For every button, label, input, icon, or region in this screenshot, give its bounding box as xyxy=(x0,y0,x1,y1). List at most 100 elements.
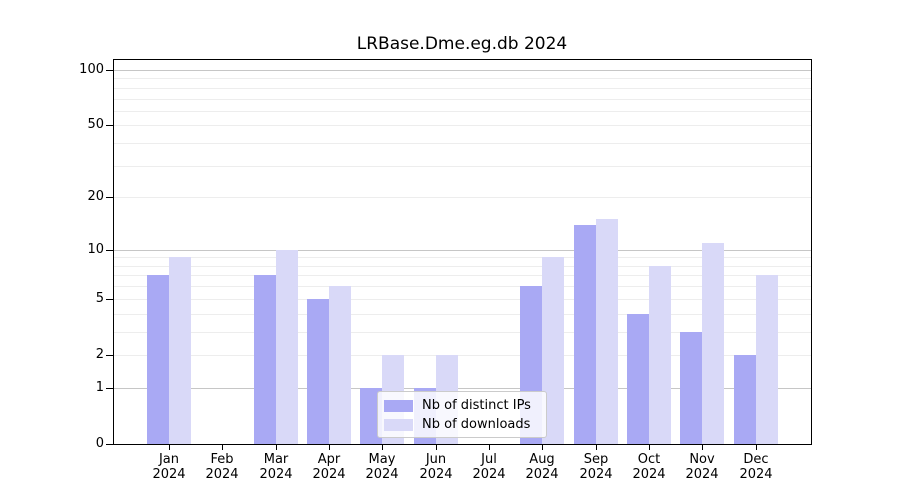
month-year: 2024 xyxy=(312,467,346,482)
month-name: Jan xyxy=(158,452,180,467)
month-name: Apr xyxy=(317,452,341,467)
x-axis-tick xyxy=(382,444,383,450)
legend-item-distinct-ips: Nb of distinct IPs xyxy=(384,398,539,413)
month-year: 2024 xyxy=(472,467,506,482)
y-axis-tick xyxy=(106,70,113,71)
month-name: Feb xyxy=(210,452,234,467)
x-axis-month-label: Mar 2024 xyxy=(241,452,311,482)
x-axis-tick xyxy=(329,444,330,450)
month-name: Sep xyxy=(583,452,609,467)
x-axis-month-label: Oct 2024 xyxy=(614,452,684,482)
bar-distinct_ips-dec xyxy=(734,355,756,444)
y-axis-tick-label: 2 xyxy=(95,347,104,362)
month-name: Aug xyxy=(529,452,555,467)
bar-downloads-sep xyxy=(596,219,618,444)
gridline-minor xyxy=(114,166,811,167)
x-axis-tick xyxy=(649,444,650,450)
month-name: Nov xyxy=(689,452,715,467)
bar-downloads-mar xyxy=(276,250,298,444)
gridline-minor xyxy=(114,99,811,100)
x-axis-month-label: Feb 2024 xyxy=(187,452,257,482)
y-axis-tick-label: 20 xyxy=(87,189,104,204)
bar-distinct_ips-jan xyxy=(147,275,169,444)
x-axis-tick xyxy=(222,444,223,450)
month-name: May xyxy=(368,452,396,467)
x-axis-month-label: Dec 2024 xyxy=(721,452,791,482)
bar-downloads-aug xyxy=(542,257,564,444)
legend-item-downloads: Nb of downloads xyxy=(384,417,539,432)
legend: Nb of distinct IPs Nb of downloads xyxy=(377,391,547,438)
month-year: 2024 xyxy=(205,467,239,482)
y-axis-tick-label: 0 xyxy=(95,436,104,451)
y-axis-tick xyxy=(106,444,113,445)
x-axis-month-label: May 2024 xyxy=(347,452,417,482)
bar-downloads-oct xyxy=(649,266,671,444)
bar-distinct_ips-mar xyxy=(254,275,276,444)
x-axis-tick xyxy=(436,444,437,450)
chart-title: LRBase.Dme.eg.db 2024 xyxy=(356,34,568,54)
month-name: Dec xyxy=(743,452,769,467)
month-year: 2024 xyxy=(579,467,613,482)
bar-distinct_ips-may xyxy=(360,388,382,444)
gridline-major xyxy=(114,70,811,71)
gridline-minor xyxy=(114,299,811,300)
gridline-minor xyxy=(114,143,811,144)
x-axis-month-label: Jan 2024 xyxy=(134,452,204,482)
gridline-minor xyxy=(114,125,811,126)
x-axis-tick xyxy=(542,444,543,450)
gridline-major xyxy=(114,250,811,251)
gridline-minor xyxy=(114,314,811,315)
x-axis-month-label: Apr 2024 xyxy=(294,452,364,482)
y-axis-tick xyxy=(106,197,113,198)
bar-distinct_ips-sep xyxy=(574,225,596,444)
month-year: 2024 xyxy=(419,467,453,482)
x-axis-month-label: Sep 2024 xyxy=(561,452,631,482)
x-axis-tick xyxy=(276,444,277,450)
gridline-major xyxy=(114,388,811,389)
bar-downloads-dec xyxy=(756,275,778,444)
x-axis-month-label: Aug 2024 xyxy=(507,452,577,482)
x-axis-month-label: Jul 2024 xyxy=(454,452,524,482)
bar-distinct_ips-oct xyxy=(627,314,649,444)
month-year: 2024 xyxy=(685,467,719,482)
bar-downloads-apr xyxy=(329,286,351,444)
legend-swatch-downloads xyxy=(384,418,413,431)
gridline-minor xyxy=(114,88,811,89)
x-axis-tick xyxy=(756,444,757,450)
month-year: 2024 xyxy=(632,467,666,482)
x-axis-month-label: Jun 2024 xyxy=(401,452,471,482)
y-axis-tick-label: 100 xyxy=(79,62,104,77)
y-axis-tick-label: 1 xyxy=(95,380,104,395)
gridline-minor xyxy=(114,355,811,356)
month-year: 2024 xyxy=(739,467,773,482)
x-axis-tick xyxy=(596,444,597,450)
y-axis-tick xyxy=(106,355,113,356)
gridline-minor xyxy=(114,266,811,267)
bar-downloads-nov xyxy=(702,243,724,444)
y-axis-tick xyxy=(106,388,113,389)
gridline-minor xyxy=(114,197,811,198)
month-year: 2024 xyxy=(365,467,399,482)
gridline-minor xyxy=(114,275,811,276)
y-axis-tick xyxy=(106,299,113,300)
month-name: Jul xyxy=(481,452,497,467)
month-year: 2024 xyxy=(525,467,559,482)
x-axis-month-label: Nov 2024 xyxy=(667,452,737,482)
gridline-minor xyxy=(114,78,811,79)
month-name: Jun xyxy=(425,452,447,467)
x-axis-tick xyxy=(169,444,170,450)
y-axis-tick xyxy=(106,250,113,251)
x-axis-tick xyxy=(489,444,490,450)
y-axis-tick-label: 5 xyxy=(95,291,104,306)
y-axis-tick-label: 10 xyxy=(87,242,104,257)
gridline-minor xyxy=(114,286,811,287)
month-year: 2024 xyxy=(152,467,186,482)
x-axis-tick xyxy=(702,444,703,450)
legend-label-downloads: Nb of downloads xyxy=(422,417,531,432)
bar-distinct_ips-nov xyxy=(680,332,702,444)
bar-distinct_ips-apr xyxy=(307,299,329,444)
y-axis-tick-label: 50 xyxy=(87,117,104,132)
legend-label-distinct-ips: Nb of distinct IPs xyxy=(422,398,531,413)
gridline-minor xyxy=(114,332,811,333)
